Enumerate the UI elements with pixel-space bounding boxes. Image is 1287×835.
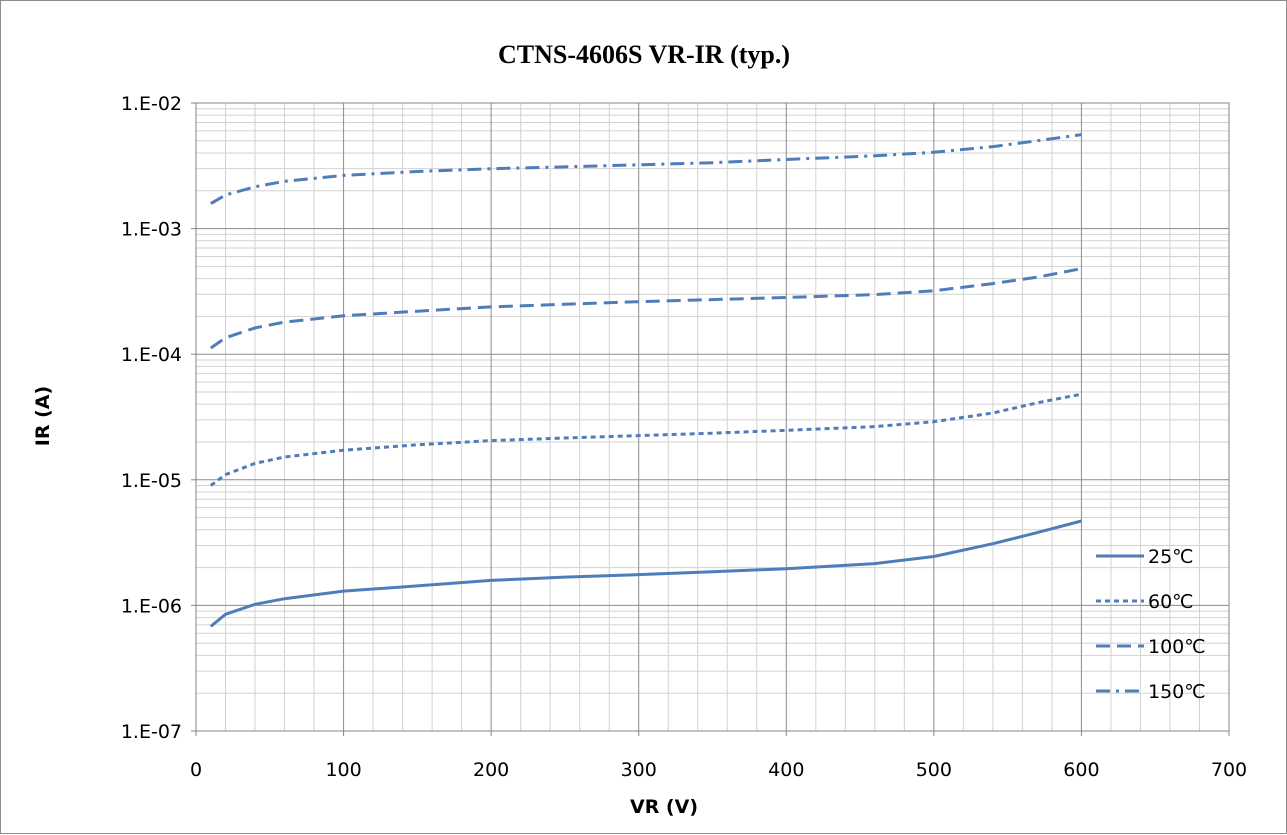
y-tick-label: 1.E-05 <box>121 470 182 492</box>
legend-label-3: 150℃ <box>1148 681 1206 703</box>
y-tick-label: 1.E-04 <box>121 344 182 366</box>
y-tick-label: 1.E-07 <box>121 721 182 743</box>
series-lines <box>209 133 1082 628</box>
series-line-2 <box>209 267 1082 350</box>
x-tick-label: 300 <box>621 759 657 781</box>
chart-title: CTNS-4606S VR-IR (typ.) <box>498 40 790 69</box>
x-tick-label: 700 <box>1211 759 1247 781</box>
plot-area <box>195 102 1230 732</box>
series-line-0 <box>209 519 1082 628</box>
x-axis-tick-labels: 0 100 200 300 400 500 600 700 <box>190 731 1247 781</box>
x-tick-label: 500 <box>916 759 952 781</box>
y-tick-label: 1.E-06 <box>121 595 182 617</box>
x-tick-label: 600 <box>1063 759 1099 781</box>
x-axis-title: VR (V) <box>630 796 698 818</box>
legend: 25℃ 60℃ 100℃ 150℃ <box>1096 546 1206 703</box>
y-tick-label: 1.E-03 <box>121 219 182 241</box>
legend-label-1: 60℃ <box>1148 591 1194 613</box>
x-tick-label: 400 <box>768 759 804 781</box>
series-line-1 <box>209 392 1082 487</box>
y-axis-tick-labels: 1.E-07 1.E-06 1.E-05 1.E-04 1.E-03 1.E-02 <box>121 93 196 743</box>
legend-label-2: 100℃ <box>1148 636 1206 658</box>
legend-label-0: 25℃ <box>1148 546 1194 568</box>
x-tick-label: 0 <box>190 759 202 781</box>
y-tick-label: 1.E-02 <box>121 93 182 115</box>
x-tick-label: 200 <box>473 759 509 781</box>
minor-gridlines <box>196 103 1229 731</box>
y-axis-title: IR (A) <box>32 386 54 446</box>
major-gridlines <box>196 103 1229 731</box>
x-tick-label: 100 <box>325 759 361 781</box>
series-line-3 <box>210 133 1082 205</box>
